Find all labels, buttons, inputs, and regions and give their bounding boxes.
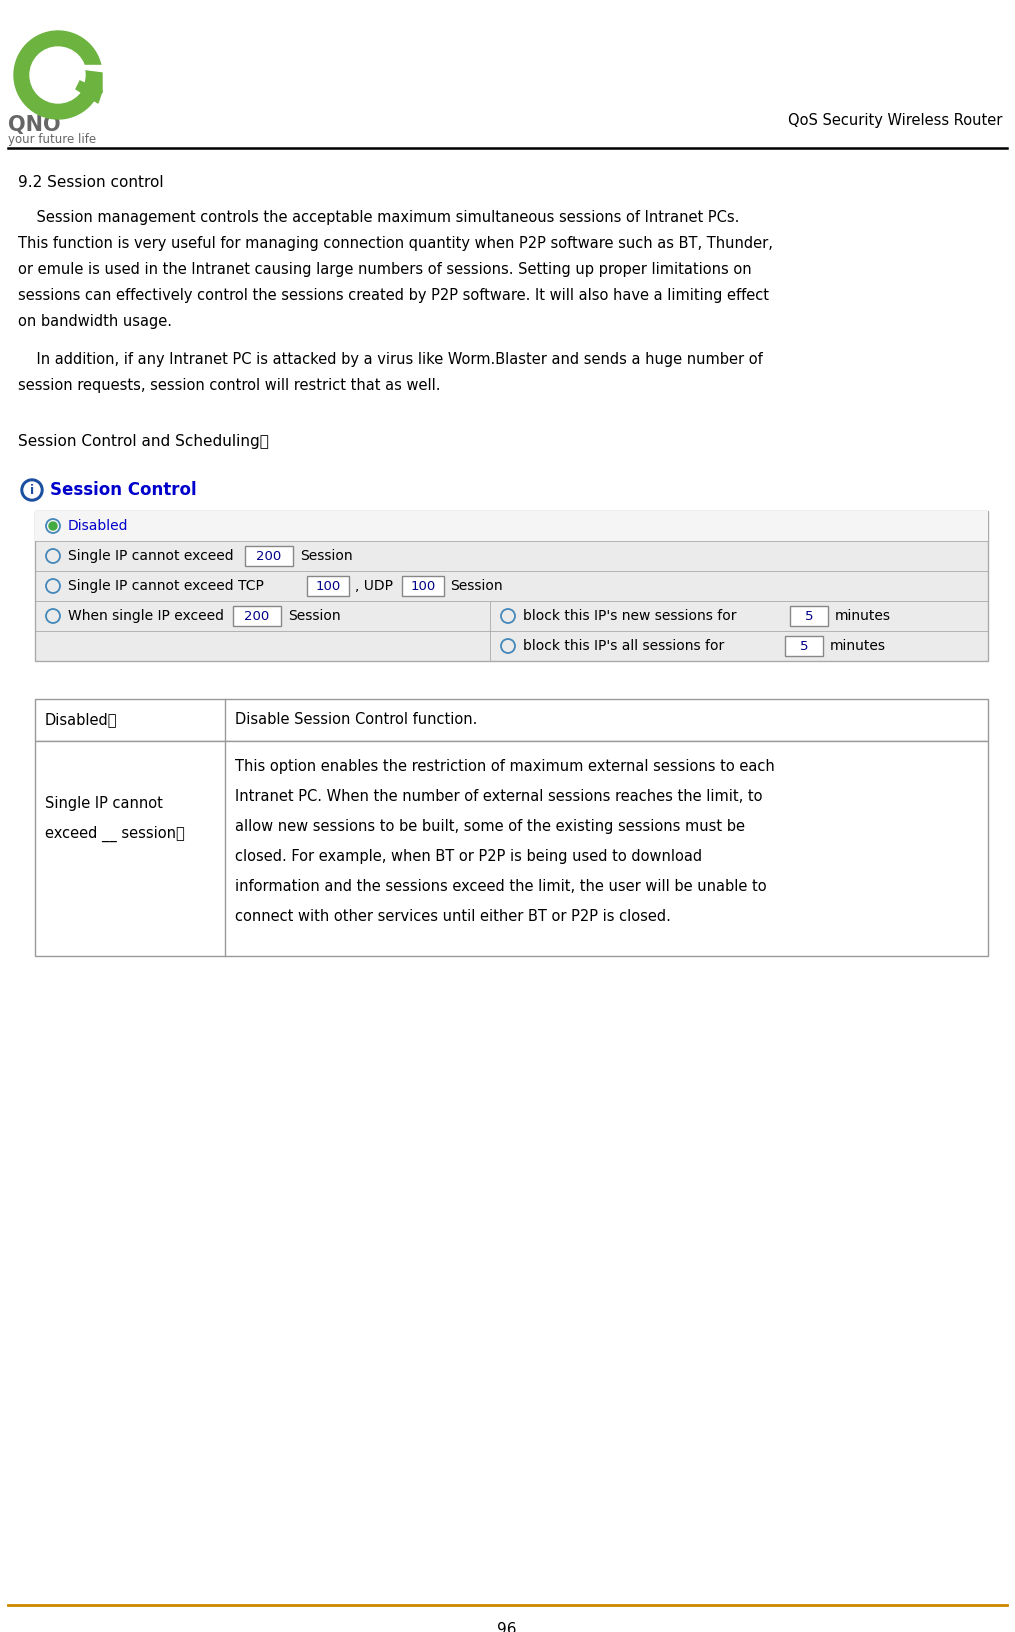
FancyBboxPatch shape — [402, 576, 444, 596]
FancyBboxPatch shape — [245, 547, 293, 566]
Text: sessions can effectively control the sessions created by P2P software. It will a: sessions can effectively control the ses… — [18, 287, 769, 304]
Text: In addition, if any Intranet PC is attacked by a virus like Worm.Blaster and sen: In addition, if any Intranet PC is attac… — [18, 353, 762, 367]
Text: or emule is used in the Intranet causing large numbers of sessions. Setting up p: or emule is used in the Intranet causing… — [18, 263, 752, 277]
Text: This option enables the restriction of maximum external sessions to each: This option enables the restriction of m… — [235, 759, 774, 774]
Text: 9.2 Session control: 9.2 Session control — [18, 175, 163, 189]
Text: 100: 100 — [410, 579, 435, 592]
Text: minutes: minutes — [835, 609, 891, 623]
Text: 100: 100 — [316, 579, 341, 592]
Text: 96: 96 — [497, 1622, 517, 1632]
Text: your future life: your future life — [8, 132, 96, 145]
Text: Session Control: Session Control — [50, 481, 197, 499]
Text: When single IP exceed: When single IP exceed — [68, 609, 224, 623]
Text: exceed __ session：: exceed __ session： — [45, 826, 185, 842]
Text: QoS Security Wireless Router: QoS Security Wireless Router — [788, 113, 1002, 127]
FancyBboxPatch shape — [785, 636, 823, 656]
Text: Single IP cannot: Single IP cannot — [45, 796, 162, 811]
Text: allow new sessions to be built, some of the existing sessions must be: allow new sessions to be built, some of … — [235, 819, 745, 834]
Text: Single IP cannot exceed TCP: Single IP cannot exceed TCP — [68, 579, 264, 592]
Polygon shape — [78, 70, 102, 93]
FancyBboxPatch shape — [35, 511, 988, 661]
Circle shape — [14, 31, 102, 119]
Text: QNO: QNO — [8, 114, 61, 135]
FancyBboxPatch shape — [790, 605, 828, 627]
Text: 5: 5 — [805, 609, 813, 622]
Text: minutes: minutes — [830, 640, 886, 653]
Text: on bandwidth usage.: on bandwidth usage. — [18, 313, 172, 330]
Text: Session: Session — [450, 579, 502, 592]
FancyBboxPatch shape — [35, 511, 988, 540]
Text: , UDP: , UDP — [355, 579, 393, 592]
FancyBboxPatch shape — [233, 605, 281, 627]
Text: block this IP's new sessions for: block this IP's new sessions for — [523, 609, 737, 623]
Text: 200: 200 — [257, 550, 281, 563]
Text: Session: Session — [288, 609, 341, 623]
Text: closed. For example, when BT or P2P is being used to download: closed. For example, when BT or P2P is b… — [235, 849, 702, 863]
Circle shape — [24, 481, 40, 498]
Text: Session management controls the acceptable maximum simultaneous sessions of Intr: Session management controls the acceptab… — [18, 211, 739, 225]
Text: Disabled：: Disabled： — [45, 713, 118, 728]
Text: session requests, session control will restrict that as well.: session requests, session control will r… — [18, 379, 441, 393]
Text: Disable Session Control function.: Disable Session Control function. — [235, 713, 477, 728]
Text: Intranet PC. When the number of external sessions reaches the limit, to: Intranet PC. When the number of external… — [235, 788, 762, 805]
Circle shape — [21, 480, 43, 501]
Text: Session: Session — [300, 548, 352, 563]
Text: 5: 5 — [800, 640, 808, 653]
Text: block this IP's all sessions for: block this IP's all sessions for — [523, 640, 725, 653]
Text: connect with other services until either BT or P2P is closed.: connect with other services until either… — [235, 909, 671, 924]
Bar — [73, 65, 108, 85]
Text: 200: 200 — [245, 609, 270, 622]
Text: This function is very useful for managing connection quantity when P2P software : This function is very useful for managin… — [18, 237, 772, 251]
Circle shape — [30, 47, 86, 103]
Text: Session Control and Scheduling：: Session Control and Scheduling： — [18, 434, 269, 449]
FancyBboxPatch shape — [35, 698, 988, 741]
FancyBboxPatch shape — [307, 576, 349, 596]
Text: information and the sessions exceed the limit, the user will be unable to: information and the sessions exceed the … — [235, 880, 766, 894]
Text: Single IP cannot exceed: Single IP cannot exceed — [68, 548, 233, 563]
Text: i: i — [29, 483, 35, 496]
Circle shape — [49, 522, 57, 530]
Text: Disabled: Disabled — [68, 519, 129, 534]
FancyBboxPatch shape — [35, 741, 988, 956]
Polygon shape — [76, 82, 102, 103]
Circle shape — [31, 47, 85, 101]
